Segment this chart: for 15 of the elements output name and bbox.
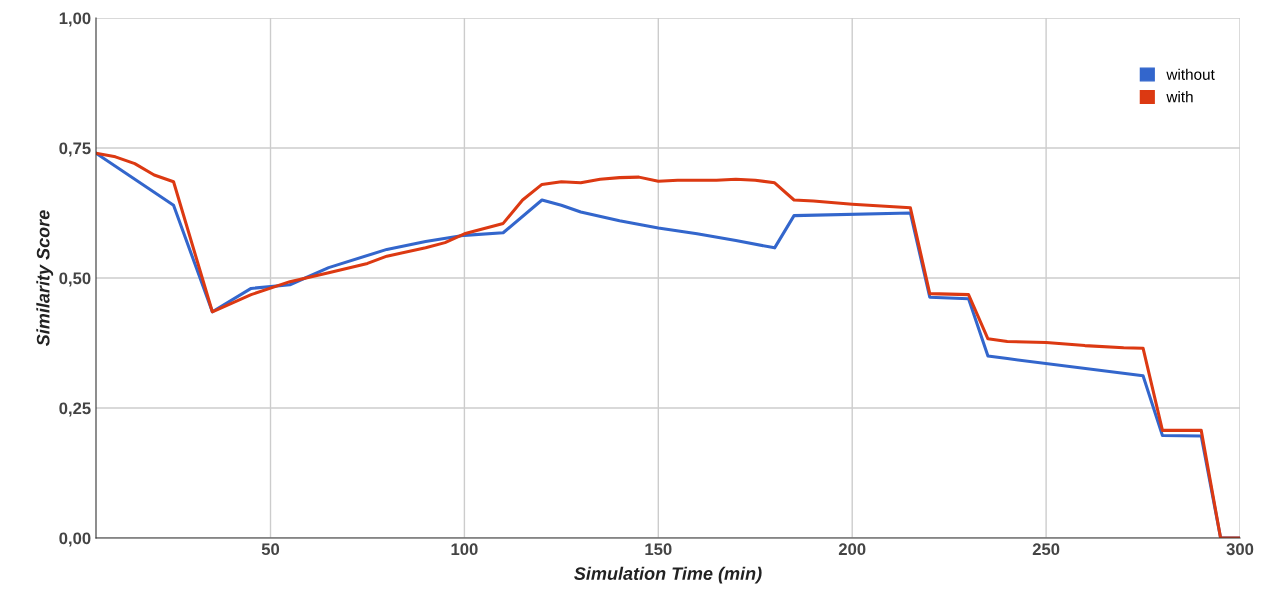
x-tick-label: 300 xyxy=(1226,543,1254,556)
y-tick-label: 0,25 xyxy=(59,402,91,417)
legend-label: with xyxy=(1166,91,1193,103)
x-tick-label: 150 xyxy=(645,543,672,556)
x-tick-label: 50 xyxy=(261,543,280,556)
legend-label: without xyxy=(1166,68,1215,80)
x-tick-label: 100 xyxy=(451,543,478,556)
x-tick-label: 200 xyxy=(838,543,866,556)
x-tick-label: 250 xyxy=(1032,543,1060,556)
y-tick-label: 1,00 xyxy=(59,12,91,27)
y-tick-label: 0,00 xyxy=(59,532,91,547)
y-tick-label: 0,50 xyxy=(59,272,91,287)
x-axis-title: Simulation Time (min) xyxy=(574,566,762,584)
y-tick-label: 0,75 xyxy=(59,142,91,157)
y-axis-title: Similarity Score xyxy=(36,210,54,347)
